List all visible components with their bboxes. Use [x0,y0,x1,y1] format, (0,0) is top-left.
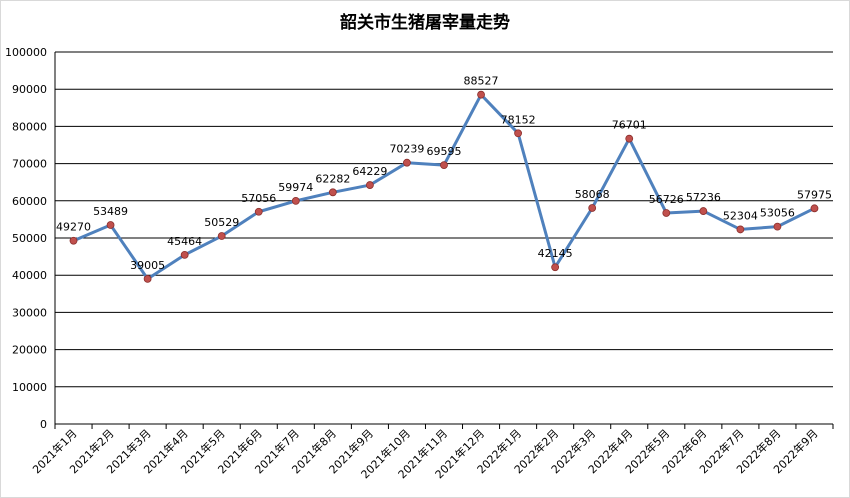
data-point [662,209,671,217]
data-point [254,207,263,216]
data-label: 49270 [56,221,91,234]
data-point [625,134,634,143]
data-point [736,225,745,234]
data-point [69,236,78,245]
y-tick-label: 40000 [12,269,47,282]
data-point [328,188,337,197]
data-point [810,204,819,213]
y-tick-label: 50000 [12,232,47,245]
data-point [366,181,374,189]
data-label: 78152 [501,113,536,126]
data-label: 88527 [464,75,499,88]
y-tick-label: 0 [40,418,47,431]
data-point [588,204,597,212]
data-point [180,250,189,259]
data-label: 76701 [612,119,647,132]
data-label: 45464 [167,235,202,248]
data-label: 57056 [241,192,276,205]
data-label: 57236 [686,191,721,204]
y-tick-label: 70000 [12,158,47,171]
data-label: 53489 [93,205,128,218]
y-tick-label: 90000 [12,83,47,96]
y-tick-label: 60000 [12,195,47,208]
data-label: 69595 [427,145,462,158]
data-point [440,161,448,170]
data-point [217,232,226,240]
data-label: 59974 [278,181,313,194]
y-tick-label: 30000 [12,306,47,319]
data-point [699,207,708,215]
data-label: 70239 [389,143,424,156]
chart-title: 韶关市生猪屠宰量走势 [340,13,510,33]
data-point [773,222,782,231]
y-tick-label: 80000 [12,120,47,133]
data-point [291,196,300,205]
data-label: 56726 [649,193,684,206]
data-point [514,129,522,138]
data-point [106,221,115,229]
data-label: 52304 [723,209,758,222]
data-label: 62282 [315,172,350,185]
data-point [551,263,560,272]
data-label: 42145 [538,247,573,260]
data-point [403,158,411,167]
data-label: 58068 [575,188,610,201]
data-label: 53056 [760,207,795,220]
y-tick-label: 10000 [12,381,47,394]
y-tick-label: 100000 [5,46,47,59]
data-label: 57975 [797,188,832,201]
data-label: 39005 [130,259,165,272]
data-point [477,90,485,99]
data-label: 64229 [352,165,387,178]
y-tick-label: 20000 [12,344,47,357]
data-point [143,275,152,283]
data-label: 50529 [204,216,239,229]
